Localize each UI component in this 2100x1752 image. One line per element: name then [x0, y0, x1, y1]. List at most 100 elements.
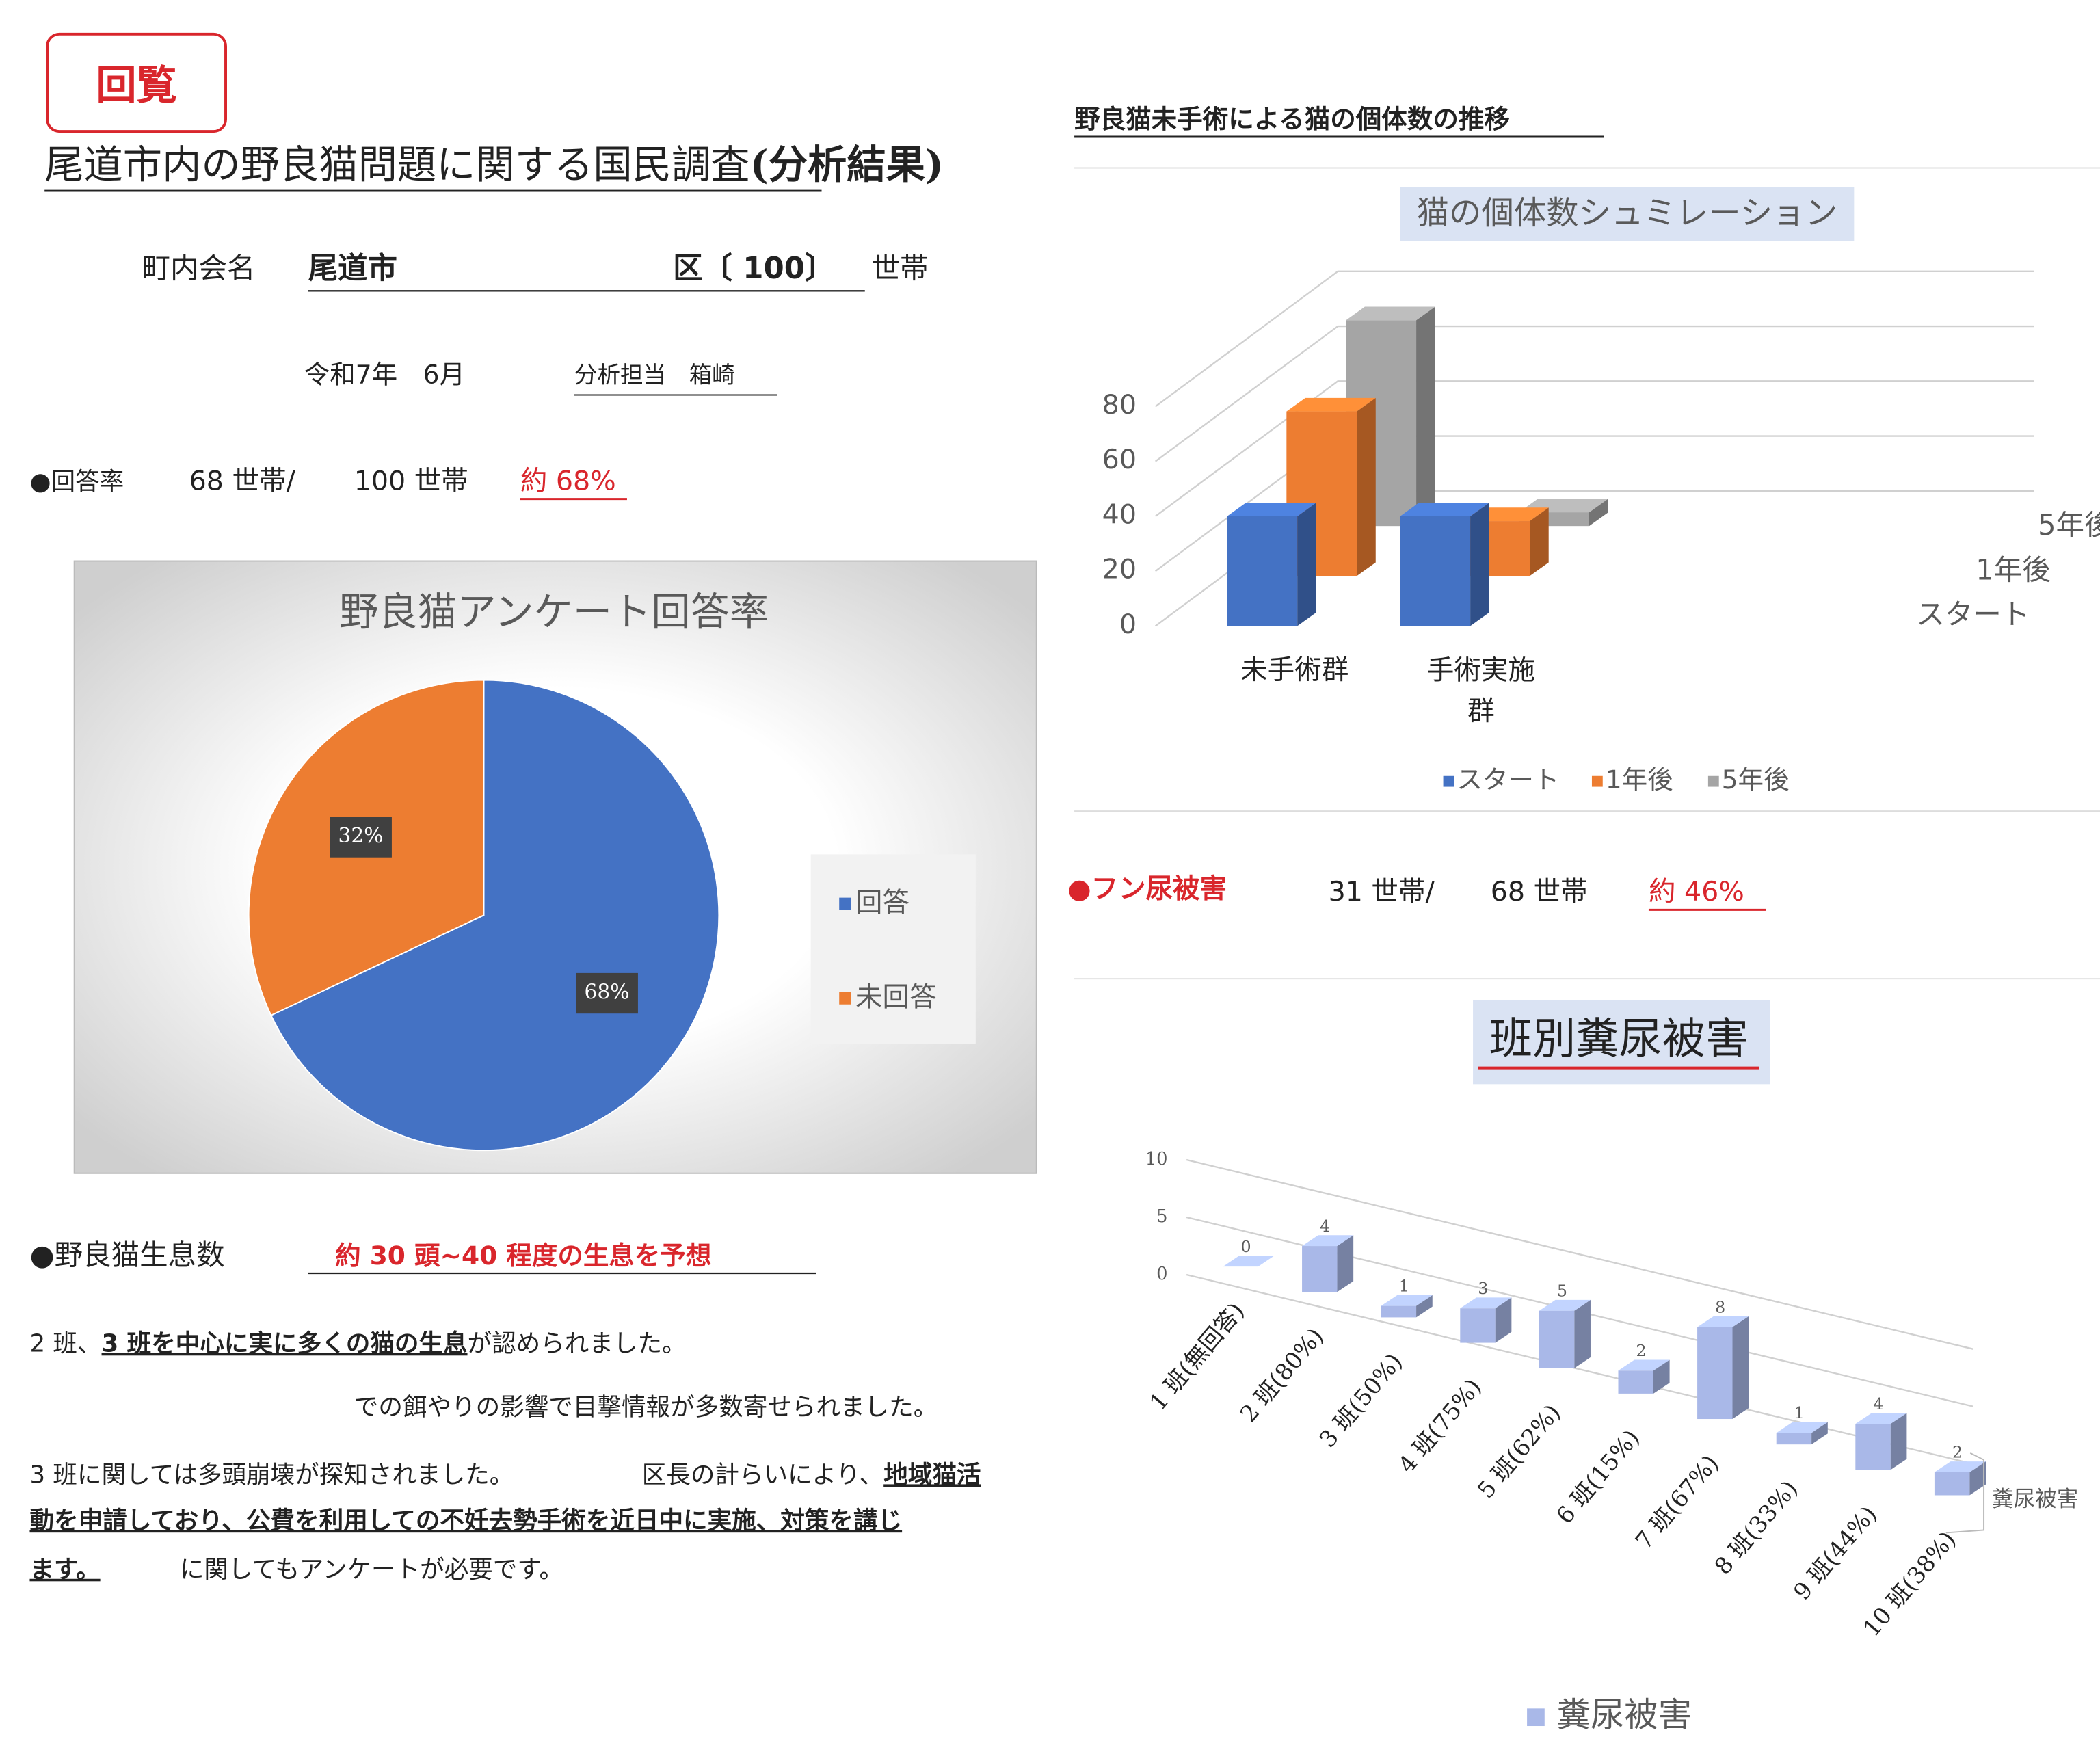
bar — [1400, 503, 1489, 626]
response-label: ●回答率 — [29, 468, 124, 496]
y-tick-label: 0 — [1119, 609, 1137, 640]
legend-marker — [839, 897, 851, 910]
bar-front — [1776, 1433, 1812, 1445]
response-answered: 68 世帯/ — [189, 465, 296, 496]
damage-label: ●フン尿被害 — [1067, 873, 1227, 905]
response-rate: 約 68% — [520, 465, 616, 496]
response-total: 100 世帯 — [354, 465, 468, 496]
series-axis-label: 糞尿被害 — [1992, 1487, 2078, 1512]
chart-title: 猫の個体数シュミレーション — [1417, 195, 1837, 233]
bar-top — [1381, 1295, 1433, 1306]
bar — [1776, 1422, 1828, 1445]
bar-top — [1460, 1297, 1512, 1309]
bar — [1227, 503, 1316, 626]
legend-label: 未回答 — [855, 981, 937, 1013]
legend-marker — [1707, 775, 1719, 787]
bar — [1302, 1235, 1354, 1292]
town-label: 町内会名 — [142, 252, 256, 285]
legend-label: 5年後 — [1722, 765, 1790, 795]
title-suffix: (分析結果) — [750, 141, 944, 187]
bar-front — [1539, 1310, 1575, 1368]
bar-top — [1400, 503, 1489, 516]
chart-title-box — [1400, 187, 1855, 241]
bar-side — [1589, 499, 1608, 527]
stamp: 回覧 — [96, 62, 177, 109]
text-run: に関してもアンケートが必要です。 — [180, 1556, 563, 1584]
data-label-box — [576, 972, 638, 1014]
damage-total: 68 世帯 — [1491, 876, 1588, 907]
bar — [1618, 1359, 1670, 1394]
ward-suffix: 世帯 — [872, 252, 929, 285]
grid-line — [1154, 325, 2034, 462]
legend-marker — [1591, 775, 1603, 787]
bar-front — [1855, 1424, 1891, 1470]
bar-front — [1934, 1472, 1970, 1496]
bar-top — [1286, 397, 1376, 412]
bar — [1539, 1299, 1591, 1368]
data-label: 68% — [585, 980, 630, 1004]
data-label: 4 — [1873, 1394, 1883, 1413]
bar — [1934, 1461, 1986, 1496]
stamp-frame — [46, 32, 227, 133]
bar-side — [1530, 507, 1549, 576]
y-tick-label: 80 — [1102, 389, 1137, 421]
paragraph: 2 班、3 班を中心に実に多くの猫の生息が認められました。 — [29, 1330, 686, 1358]
bar-top — [1618, 1359, 1670, 1371]
bar-side — [1890, 1413, 1907, 1470]
bar-front — [1400, 516, 1471, 626]
depth-axis-label: スタート — [1916, 598, 2030, 631]
text-run: 2 班、 — [29, 1330, 101, 1358]
chart-title-box — [1473, 1000, 1770, 1085]
bar-top — [1346, 306, 1435, 321]
data-label: 2 — [1636, 1341, 1647, 1360]
bar-front — [1381, 1305, 1417, 1318]
bar-side — [1811, 1422, 1828, 1445]
bar-side — [1495, 1297, 1512, 1343]
text-run: 3 班に関しては多頭崩壊が探知されました。 — [29, 1461, 514, 1489]
legend-label: 回答 — [855, 887, 909, 918]
depth-axis-label: 5年後 — [2038, 508, 2100, 542]
bar-top — [1855, 1413, 1907, 1424]
section-heading: 野良猫未手術による猫の個体数の推移 — [1074, 104, 1510, 134]
bar-top — [1934, 1461, 1986, 1472]
estimate-text: 約 30 頭~40 程度の生息を予想 — [335, 1240, 711, 1271]
x-tick-label: 手術実施群 — [1427, 654, 1535, 726]
pie-legend-box — [810, 854, 976, 1044]
data-label: 32% — [338, 823, 384, 847]
text-run: が認められました。 — [468, 1330, 687, 1358]
y-tick-label: 5 — [1156, 1206, 1167, 1227]
axis-frame — [1945, 1452, 1985, 1534]
bar-side — [1297, 503, 1316, 626]
grid-line — [1154, 380, 2034, 517]
title-main: 尾道市内の野良猫問題に関する国民調査 — [44, 142, 749, 187]
bar — [1460, 1297, 1512, 1343]
legend-label: スタート — [1457, 765, 1559, 795]
date: 令和7年 6月 — [304, 359, 465, 389]
paragraph: での餌やりの影響で目撃情報が多数寄せられました。 — [354, 1394, 938, 1422]
y-tick-label: 10 — [1145, 1149, 1168, 1169]
bar — [1855, 1413, 1907, 1470]
chart-title: 班別糞尿被害 — [1489, 1013, 1749, 1064]
text-run-emphasis: 地域猫活 — [883, 1461, 981, 1489]
text-run-emphasis: 3 班を中心に実に多くの猫の生息 — [102, 1330, 468, 1358]
bar-front — [1618, 1370, 1653, 1394]
analyst: 分析担当 箱崎 — [574, 361, 735, 388]
paragraph: 3 班に関しては多頭崩壊が探知されました。 区長の計らいにより、地域猫活 — [29, 1461, 981, 1489]
text-run-emphasis: ます。 — [29, 1556, 100, 1584]
bar-top — [1227, 503, 1316, 516]
legend-marker — [1443, 775, 1454, 787]
data-label: 3 — [1478, 1279, 1488, 1298]
y-tick-label: 60 — [1102, 444, 1137, 475]
data-label: 4 — [1320, 1217, 1330, 1236]
pie-slice — [270, 679, 720, 1152]
pie-chart: 68% 回答 32% 未回答 — [248, 679, 937, 1152]
y-tick-label: 0 — [1156, 1264, 1167, 1284]
legend-marker — [839, 992, 851, 1005]
x-tick-label-line: 手術実施 — [1427, 654, 1535, 686]
title: 尾道市内の野良猫問題に関する国民調査(分析結果) — [44, 141, 944, 187]
bar-front — [1302, 1246, 1338, 1292]
bar — [1697, 1316, 1749, 1420]
estimate-label: ●野良猫生息数 — [29, 1238, 224, 1271]
grid-line — [1154, 270, 2034, 408]
